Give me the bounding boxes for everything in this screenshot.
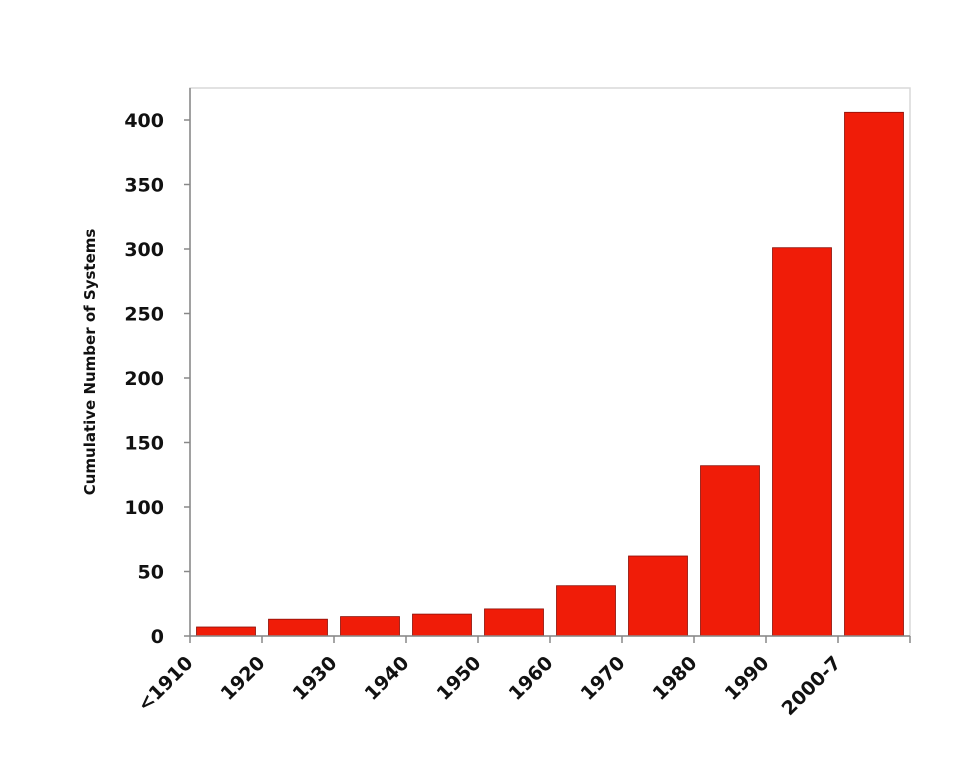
x-tick-label: 1940 bbox=[361, 652, 414, 705]
x-tick-label: 1980 bbox=[649, 652, 702, 705]
bar-5 bbox=[556, 585, 616, 637]
x-tick-label: 1920 bbox=[217, 652, 270, 705]
bar-0 bbox=[196, 626, 256, 637]
x-tick-label: <1910 bbox=[133, 652, 197, 716]
y-tick-label: 350 bbox=[124, 175, 164, 197]
y-tick-label: 50 bbox=[138, 562, 164, 584]
bars-group bbox=[196, 111, 904, 637]
y-tick-label: 200 bbox=[124, 368, 164, 390]
y-tick-label: 300 bbox=[124, 239, 164, 261]
y-tick-label: 150 bbox=[124, 433, 164, 455]
bar-1 bbox=[268, 618, 328, 637]
y-tick-label: 400 bbox=[124, 110, 164, 132]
y-axis-label: Cumulative Number of Systems bbox=[81, 229, 99, 496]
x-tick-label: 1930 bbox=[289, 652, 342, 705]
y-tick-label: 250 bbox=[124, 304, 164, 326]
bar-7 bbox=[700, 465, 760, 637]
bar-4 bbox=[484, 608, 544, 637]
x-tick-label: 1960 bbox=[505, 652, 558, 705]
bar-2 bbox=[340, 616, 400, 637]
x-tick-label: 1990 bbox=[721, 652, 774, 705]
y-tick-label: 0 bbox=[151, 626, 164, 648]
x-tick-label: 2000-7 bbox=[778, 652, 846, 720]
y-tick-label: 100 bbox=[124, 497, 164, 519]
x-tick-label: 1970 bbox=[577, 652, 630, 705]
bar-3 bbox=[412, 613, 472, 637]
y-ticks-group: 0 50 100 150 200 250 300 350 400 bbox=[124, 110, 190, 648]
x-tick-label: 1950 bbox=[433, 652, 486, 705]
bar-9 bbox=[844, 111, 904, 637]
x-ticks-group: <1910 1920 1930 1940 1950 1960 1970 1980 1990 200… bbox=[133, 636, 911, 720]
bar-8 bbox=[772, 247, 832, 637]
bar-6 bbox=[628, 555, 688, 637]
